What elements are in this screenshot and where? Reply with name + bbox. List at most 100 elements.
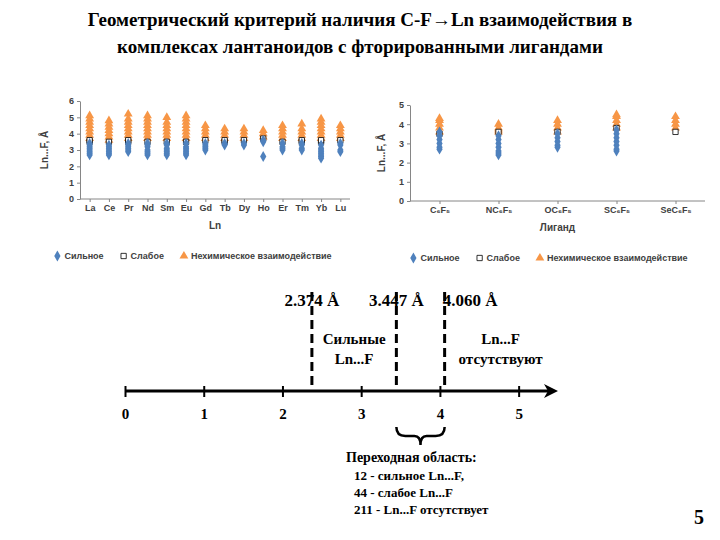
- tick: Tb: [220, 199, 231, 213]
- point: [279, 138, 285, 149]
- point: [436, 126, 442, 137]
- point: [201, 120, 210, 128]
- tick: NC₆F₅: [486, 201, 513, 215]
- axis-line: [125, 390, 552, 393]
- transition-line: 211 - Ln...F отсутствует: [354, 502, 489, 517]
- region-label: отсутствуют: [459, 351, 544, 367]
- legend-label: Нехимическое взаимодействие: [191, 251, 332, 261]
- legend-label: Слабое: [487, 253, 520, 263]
- tick-label: 1: [399, 177, 404, 187]
- tick: 4: [437, 386, 445, 422]
- page-number: 5: [694, 506, 704, 528]
- tick-label: 1: [69, 178, 74, 188]
- tick-label: Yb: [316, 203, 328, 213]
- tick: La: [85, 199, 96, 213]
- arrow-head: [544, 384, 558, 398]
- threshold-label: 4.060 Å: [443, 291, 499, 310]
- tick-label: 0: [399, 196, 404, 206]
- tick: SeC₆F₅: [660, 201, 691, 215]
- y-axis: 0123456: [69, 96, 81, 204]
- point: [125, 138, 131, 149]
- tick-mark: [407, 182, 410, 183]
- point: [241, 138, 247, 149]
- tick-label: 5: [399, 100, 404, 110]
- tick-label: 5: [515, 406, 523, 422]
- tick-mark: [205, 199, 206, 202]
- legend-label: Сильное: [64, 251, 103, 261]
- legend-marker: [179, 251, 188, 259]
- tick-mark: [77, 101, 80, 102]
- tick: Ce: [104, 199, 116, 213]
- tick-label: Ce: [104, 203, 116, 213]
- tick-label: Nd: [142, 203, 154, 213]
- tick-label: 3: [358, 406, 366, 422]
- tick: Tm: [296, 199, 310, 213]
- axis-line: [410, 106, 411, 202]
- point: [259, 125, 268, 133]
- series: [436, 125, 619, 161]
- tick-mark: [283, 199, 284, 202]
- chart: 012345C₆F₅NC₆F₅OC₆F₅SC₆F₅SeC₆F₅ЛигандLn.…: [375, 100, 705, 263]
- tick: 1: [399, 177, 410, 187]
- tick-label: OC₆F₅: [544, 205, 571, 215]
- point: [144, 138, 150, 149]
- point: [495, 130, 501, 141]
- tick-mark: [499, 201, 500, 204]
- point: [554, 128, 560, 139]
- tick: Pr: [124, 199, 134, 213]
- legend-entry: Нехимическое взаимодействие: [535, 253, 687, 263]
- tick-label: Gd: [200, 203, 213, 213]
- tick-label: Pr: [124, 203, 134, 213]
- tick-label: C₆F₅: [430, 205, 450, 215]
- plot-marks: [435, 109, 680, 160]
- threshold-label: 2.374 Å: [285, 291, 341, 310]
- legend: Сильное Слабое Нехимическое взаимодействие: [54, 251, 331, 262]
- series: [87, 135, 344, 164]
- tick-label: Ho: [258, 203, 270, 213]
- y-axis: 012345: [399, 100, 411, 206]
- point: [239, 124, 248, 132]
- point: [124, 109, 133, 117]
- tick-mark: [77, 150, 80, 151]
- tick-mark: [676, 201, 677, 204]
- point: [260, 151, 266, 162]
- point: [143, 111, 152, 119]
- tick-label: Er: [278, 203, 288, 213]
- point: [278, 120, 287, 128]
- tick-mark: [302, 199, 303, 202]
- tick-label: Lu: [335, 203, 346, 213]
- threshold-label: 3.447 Å: [369, 291, 425, 310]
- legend-label: Сильное: [420, 253, 459, 263]
- tick-mark: [77, 117, 80, 118]
- slide: Геометрический критерий наличия C-F→Ln в…: [0, 0, 720, 540]
- transition-title: Переходная область:: [346, 450, 477, 465]
- tick: Sm: [160, 199, 174, 213]
- legend-marker: [535, 253, 544, 261]
- tick: SC₆F₅: [604, 201, 630, 215]
- tick: 5: [399, 100, 410, 110]
- tick-mark: [518, 386, 520, 397]
- legend-entry: Сильное: [54, 251, 103, 262]
- tick-label: 3: [399, 139, 404, 149]
- point: [613, 125, 619, 136]
- point: [183, 138, 189, 149]
- tick-label: 3: [69, 145, 74, 155]
- legend-entry: Слабое: [477, 253, 520, 263]
- legend-marker: [477, 255, 482, 260]
- legend-entry: Слабое: [121, 251, 164, 261]
- tick-label: Tb: [220, 203, 231, 213]
- tick-label: 1: [200, 406, 208, 422]
- tick-mark: [77, 183, 80, 184]
- tick-mark: [321, 199, 322, 202]
- point: [220, 124, 229, 132]
- point: [162, 112, 171, 120]
- point: [297, 119, 306, 127]
- tick-label: SeC₆F₅: [660, 205, 691, 215]
- tick: Gd: [200, 199, 213, 213]
- tick: OC₆F₅: [544, 201, 571, 215]
- tick-label: 5: [69, 113, 74, 123]
- tick-label: 2: [399, 158, 404, 168]
- legend-label: Нехимическое взаимодействие: [547, 253, 688, 263]
- tick: 3: [399, 139, 410, 149]
- tick: 0: [69, 194, 80, 204]
